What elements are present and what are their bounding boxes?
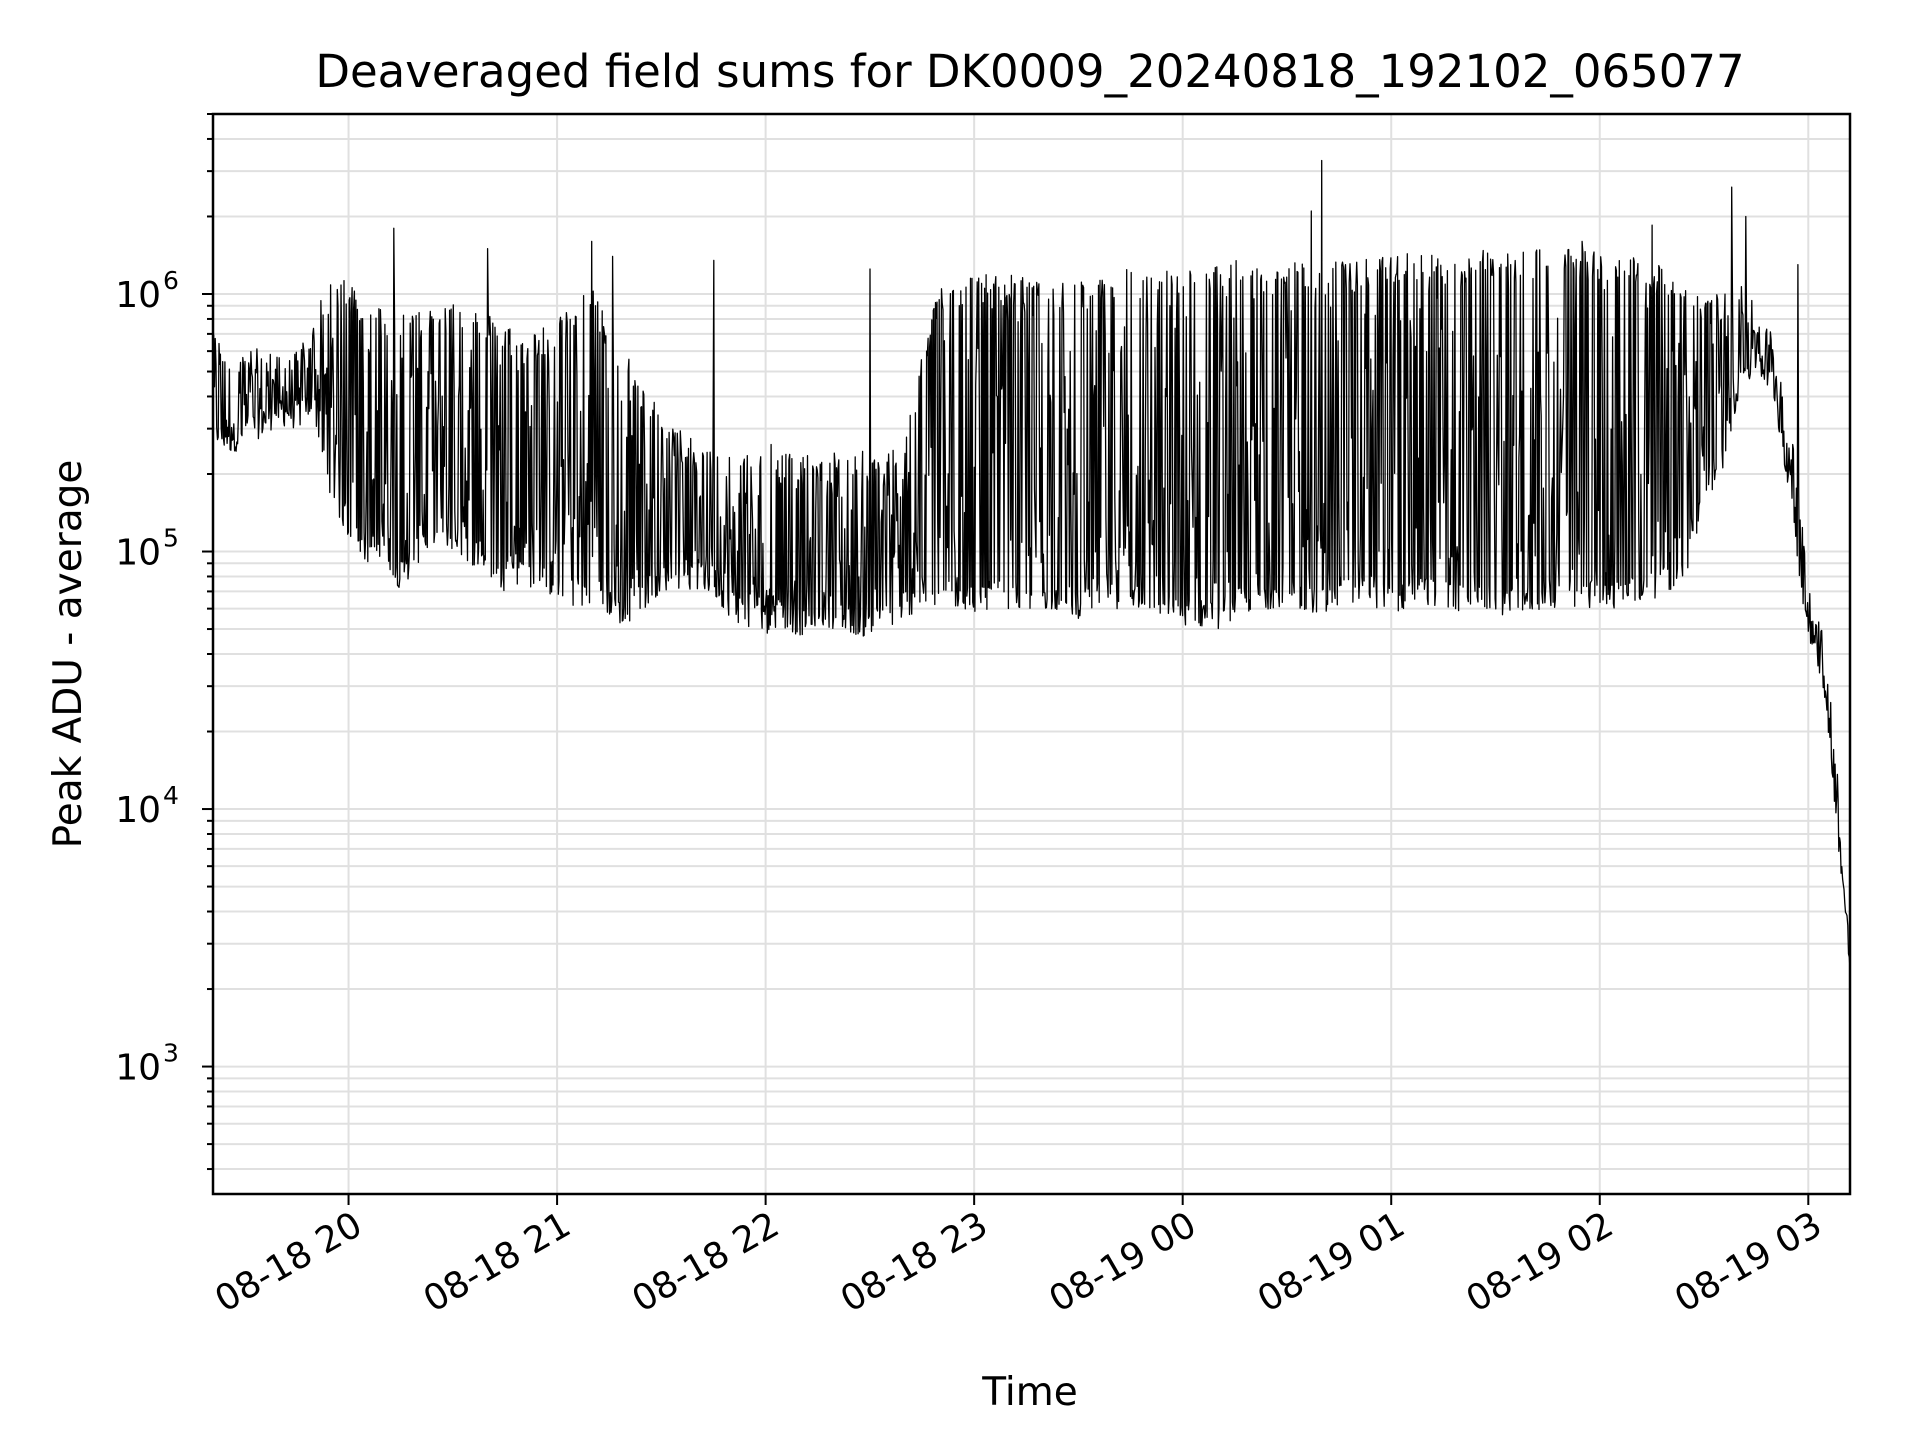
y-axis-label: Peak ADU - average <box>46 460 91 849</box>
x-tick-label: 08-18 23 <box>834 1204 995 1320</box>
grid <box>213 113 1850 1194</box>
x-axis: 08-18 20 08-18 21 08-18 22 08-18 23 08-19 00… <box>208 1194 1829 1321</box>
x-axis-label: Time <box>981 1370 1077 1415</box>
x-tick-label: 08-18 20 <box>208 1204 369 1320</box>
y-tick-label: 10 4 <box>115 781 179 831</box>
x-tick-label: 08-19 01 <box>1251 1204 1412 1320</box>
y-tick-label: 10 5 <box>115 524 179 574</box>
y-tick-exponent: 5 <box>163 524 179 553</box>
x-tick-label: 08-19 03 <box>1668 1204 1829 1320</box>
y-tick-base: 10 <box>115 533 161 574</box>
x-tick-label: 08-18 22 <box>625 1204 786 1320</box>
y-tick-exponent: 6 <box>163 266 179 295</box>
y-tick-base: 10 <box>115 1048 161 1089</box>
x-tick-label: 08-19 00 <box>1043 1204 1204 1320</box>
series-line <box>212 159 1851 969</box>
y-tick-exponent: 4 <box>163 781 179 810</box>
y-tick-base: 10 <box>115 790 161 831</box>
y-tick-base: 10 <box>115 275 161 316</box>
chart-title: Deaveraged field sums for DK0009_2024081… <box>315 45 1744 98</box>
plot-area <box>212 159 1851 969</box>
x-tick-label: 08-18 21 <box>417 1204 578 1320</box>
y-tick-label: 10 6 <box>115 266 179 316</box>
y-tick-label: 10 3 <box>115 1039 179 1089</box>
x-tick-label: 08-19 02 <box>1460 1204 1621 1320</box>
y-tick-exponent: 3 <box>163 1039 179 1068</box>
